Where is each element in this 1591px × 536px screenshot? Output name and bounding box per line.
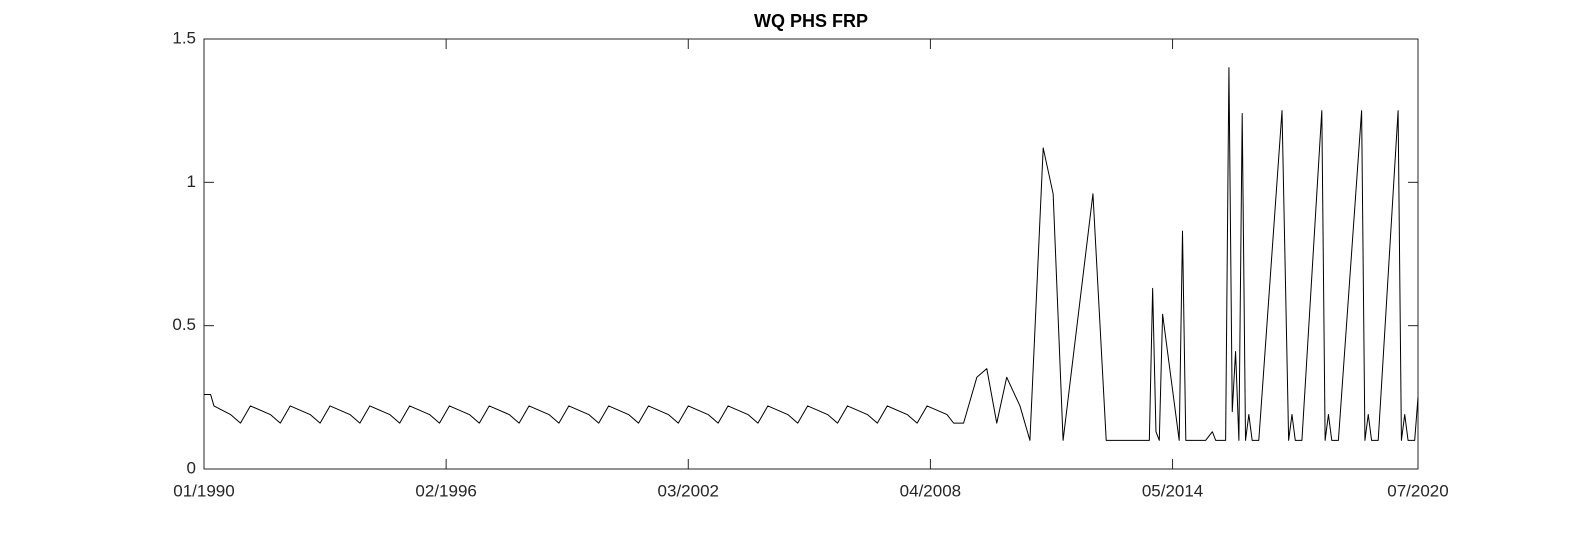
y-tick-label: 0.5 bbox=[172, 315, 196, 334]
x-tick-label: 02/1996 bbox=[415, 481, 476, 500]
y-tick-label: 1.5 bbox=[172, 28, 196, 47]
x-tick-label: 03/2002 bbox=[658, 481, 719, 500]
y-tick-label: 1 bbox=[187, 172, 196, 191]
x-tick-label: 07/2020 bbox=[1387, 481, 1448, 500]
plot-frame bbox=[203, 38, 1419, 470]
x-tick-label: 05/2014 bbox=[1142, 481, 1203, 500]
x-tick-label: 04/2008 bbox=[900, 481, 961, 500]
data-line bbox=[204, 67, 1419, 441]
x-tick-label: 01/1990 bbox=[173, 481, 234, 500]
y-tick-label: 0 bbox=[187, 458, 196, 477]
chart-title: WQ PHS FRP bbox=[754, 11, 868, 31]
